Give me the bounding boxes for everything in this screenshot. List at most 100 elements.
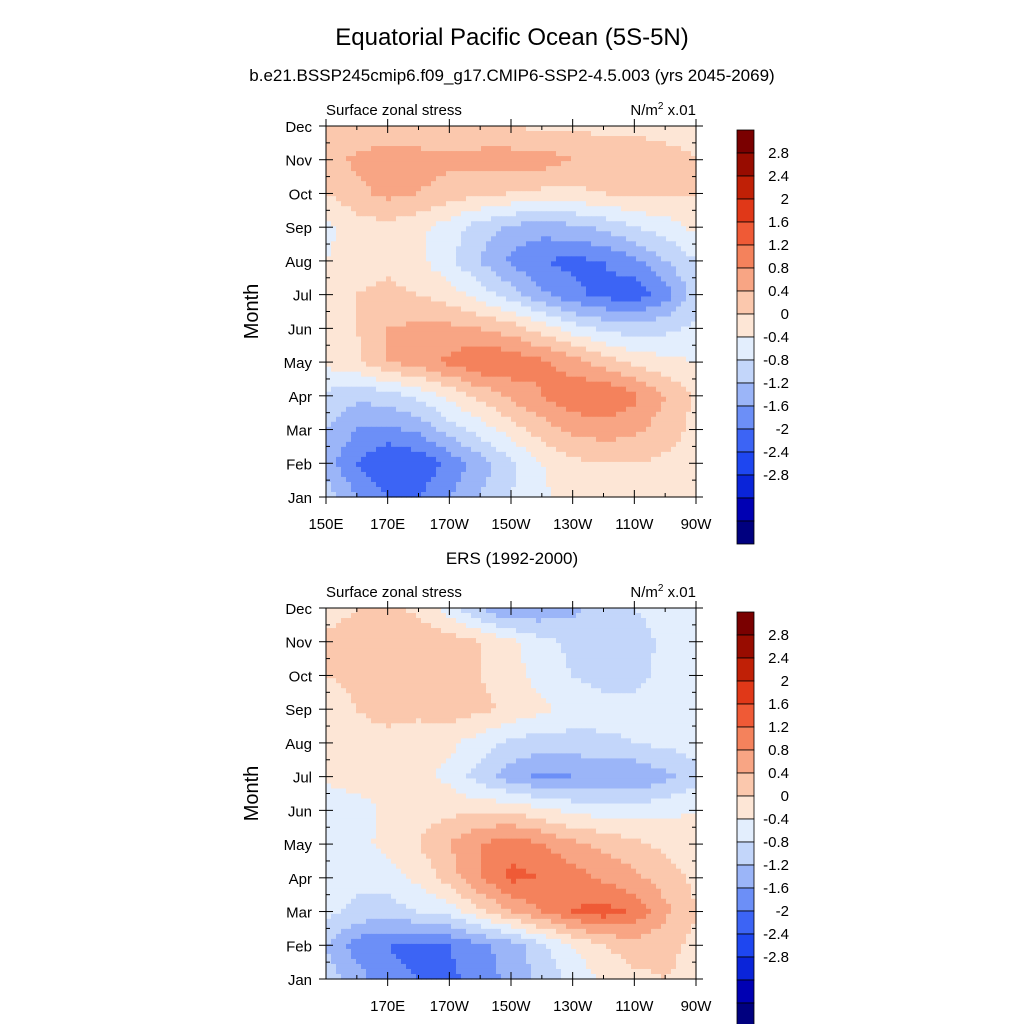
heatmap-cell: [421, 191, 427, 197]
heatmap-cell: [591, 141, 597, 147]
heatmap-cell: [556, 241, 562, 247]
heatmap-cell: [511, 361, 517, 368]
heatmap-cell: [601, 351, 607, 358]
heatmap-cell: [511, 346, 517, 353]
heatmap-cell: [521, 201, 527, 207]
heatmap-cell: [411, 386, 417, 393]
heatmap-cell: [616, 421, 622, 428]
heatmap-cell: [351, 201, 357, 207]
heatmap-cell: [531, 126, 537, 132]
heatmap-cell: [661, 276, 667, 283]
heatmap-cell: [546, 436, 552, 443]
heatmap-cell: [676, 146, 682, 152]
heatmap-cell: [636, 291, 642, 298]
heatmap-cell: [501, 226, 507, 232]
heatmap-cell: [336, 311, 342, 318]
heatmap-cell: [626, 361, 632, 368]
heatmap-cell: [631, 266, 637, 272]
heatmap-cell: [536, 391, 542, 398]
heatmap-cell: [526, 311, 532, 318]
heatmap-cell: [496, 391, 502, 398]
heatmap-cell: [636, 326, 642, 333]
heatmap-cell: [616, 196, 622, 202]
heatmap-cell: [691, 296, 697, 303]
heatmap-cell: [356, 236, 362, 242]
heatmap-cell: [636, 391, 642, 398]
heatmap-cell: [421, 391, 427, 398]
heatmap-cell: [541, 126, 547, 132]
heatmap-cell: [426, 431, 432, 438]
heatmap-cell: [346, 136, 352, 142]
heatmap-cell: [471, 396, 477, 403]
heatmap-cell: [341, 306, 347, 313]
heatmap-cell: [356, 261, 362, 267]
heatmap-cell: [506, 171, 512, 177]
heatmap-cell: [681, 296, 687, 303]
heatmap-cell: [481, 301, 487, 308]
heatmap-cell: [676, 231, 682, 237]
heatmap-cell: [431, 266, 437, 272]
heatmap-cell: [351, 266, 357, 272]
heatmap-cell: [676, 371, 682, 378]
heatmap-cell: [501, 386, 507, 393]
heatmap-cell: [596, 346, 602, 353]
heatmap-cell: [366, 201, 372, 207]
heatmap-cell: [366, 301, 372, 308]
heatmap-cell: [521, 356, 527, 363]
heatmap-cell: [351, 356, 357, 363]
heatmap-cell: [536, 161, 542, 167]
heatmap-cell: [446, 386, 452, 393]
heatmap-cell: [401, 231, 407, 237]
heatmap-cell: [561, 426, 567, 433]
heatmap-cell: [421, 321, 427, 328]
heatmap-cell: [411, 441, 417, 448]
heatmap-cell: [361, 416, 367, 423]
heatmap-cell: [526, 126, 532, 132]
heatmap-cell: [616, 271, 622, 277]
heatmap-cell: [576, 391, 582, 398]
heatmap-cell: [446, 221, 452, 227]
heatmap-cell: [481, 286, 487, 293]
heatmap-cell: [536, 251, 542, 257]
heatmap-cell: [606, 166, 612, 172]
heatmap-cell: [571, 281, 577, 288]
heatmap-cell: [406, 416, 412, 423]
heatmap-cell: [641, 331, 647, 338]
heatmap-cell: [396, 291, 402, 298]
heatmap-cell: [461, 461, 467, 468]
heatmap-cell: [561, 206, 567, 212]
heatmap-cell: [341, 286, 347, 293]
heatmap-cell: [361, 181, 367, 187]
heatmap-cell: [471, 456, 477, 463]
heatmap-cell: [681, 221, 687, 227]
heatmap-cell: [536, 341, 542, 348]
heatmap-cell: [646, 276, 652, 283]
heatmap-cell: [646, 206, 652, 212]
heatmap-cell: [536, 431, 542, 438]
heatmap-cell: [586, 286, 592, 293]
heatmap-cell: [686, 206, 692, 212]
heatmap-cell: [341, 211, 347, 217]
heatmap-cell: [491, 256, 497, 262]
heatmap-cell: [586, 266, 592, 272]
heatmap-cell: [331, 296, 337, 303]
heatmap-cell: [686, 216, 692, 222]
heatmap-cell: [346, 301, 352, 308]
heatmap-cell: [616, 336, 622, 343]
heatmap-cell: [386, 286, 392, 293]
heatmap-cell: [391, 251, 397, 257]
heatmap-cell: [621, 441, 627, 448]
heatmap-cell: [416, 271, 422, 277]
heatmap-cell: [591, 346, 597, 353]
heatmap-cell: [541, 371, 547, 378]
heatmap-cell: [561, 216, 567, 222]
heatmap-cell: [666, 346, 672, 353]
heatmap-cell: [416, 261, 422, 267]
heatmap-cell: [521, 386, 527, 393]
heatmap-cell: [436, 211, 442, 217]
heatmap-cell: [406, 226, 412, 232]
heatmap-cell: [496, 401, 502, 408]
heatmap-cell: [686, 331, 692, 338]
heatmap-cell: [431, 306, 437, 313]
heatmap-cell: [646, 176, 652, 182]
